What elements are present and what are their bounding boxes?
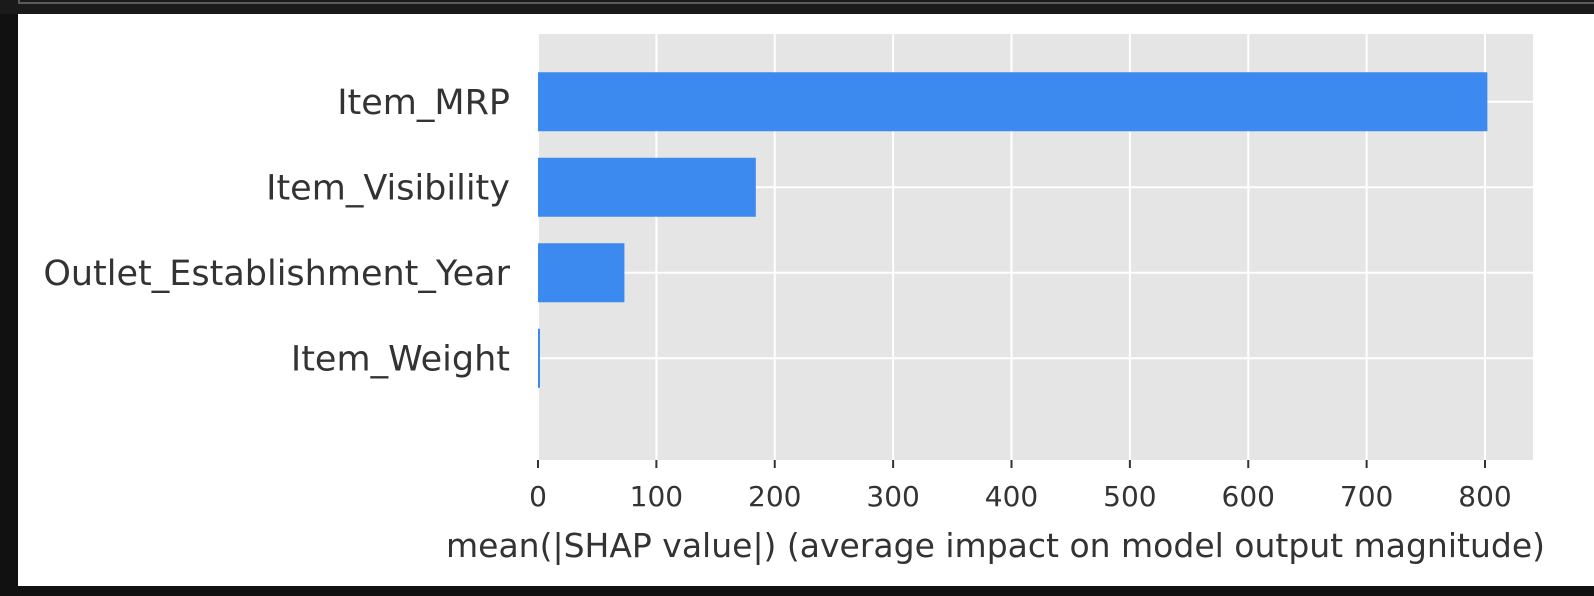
previous-cell-edge — [18, 0, 1594, 4]
bar-item-visibility — [538, 157, 756, 217]
x-tick-label: 800 — [1458, 480, 1511, 513]
x-tick-label: 500 — [1103, 480, 1156, 513]
x-tick-label: 400 — [985, 480, 1038, 513]
category-label: Item_Weight — [291, 339, 510, 379]
x-tick-label: 200 — [748, 480, 801, 513]
x-axis-label: mean(|SHAP value|) (average impact on mo… — [446, 526, 1545, 565]
x-tick-label: 300 — [866, 480, 919, 513]
bar-item-weight — [538, 328, 540, 388]
bars — [538, 72, 1488, 388]
x-tick-label: 0 — [529, 480, 547, 513]
category-label: Outlet_Establishment_Year — [43, 254, 510, 294]
bar-item-mrp — [538, 72, 1488, 132]
category-label: Item_MRP — [337, 83, 510, 123]
x-tick-label: 700 — [1340, 480, 1393, 513]
y-axis-category-labels: Item_MRP Item_Visibility Outlet_Establishm… — [43, 83, 510, 380]
chart-output-panel: 0 100 200 300 400 500 600 700 800 Item_MRP Item_V… — [18, 14, 1594, 586]
shap-bar-chart: 0 100 200 300 400 500 600 700 800 Item_MRP Item_V… — [43, 34, 1545, 565]
x-tick-label: 100 — [630, 480, 683, 513]
bar-outlet-establishment-year — [538, 243, 625, 303]
x-axis-ticks: 0 100 200 300 400 500 600 700 800 — [529, 460, 1512, 513]
x-tick-label: 600 — [1222, 480, 1275, 513]
previous-cell-border — [0, 0, 1594, 14]
category-label: Item_Visibility — [266, 168, 510, 208]
